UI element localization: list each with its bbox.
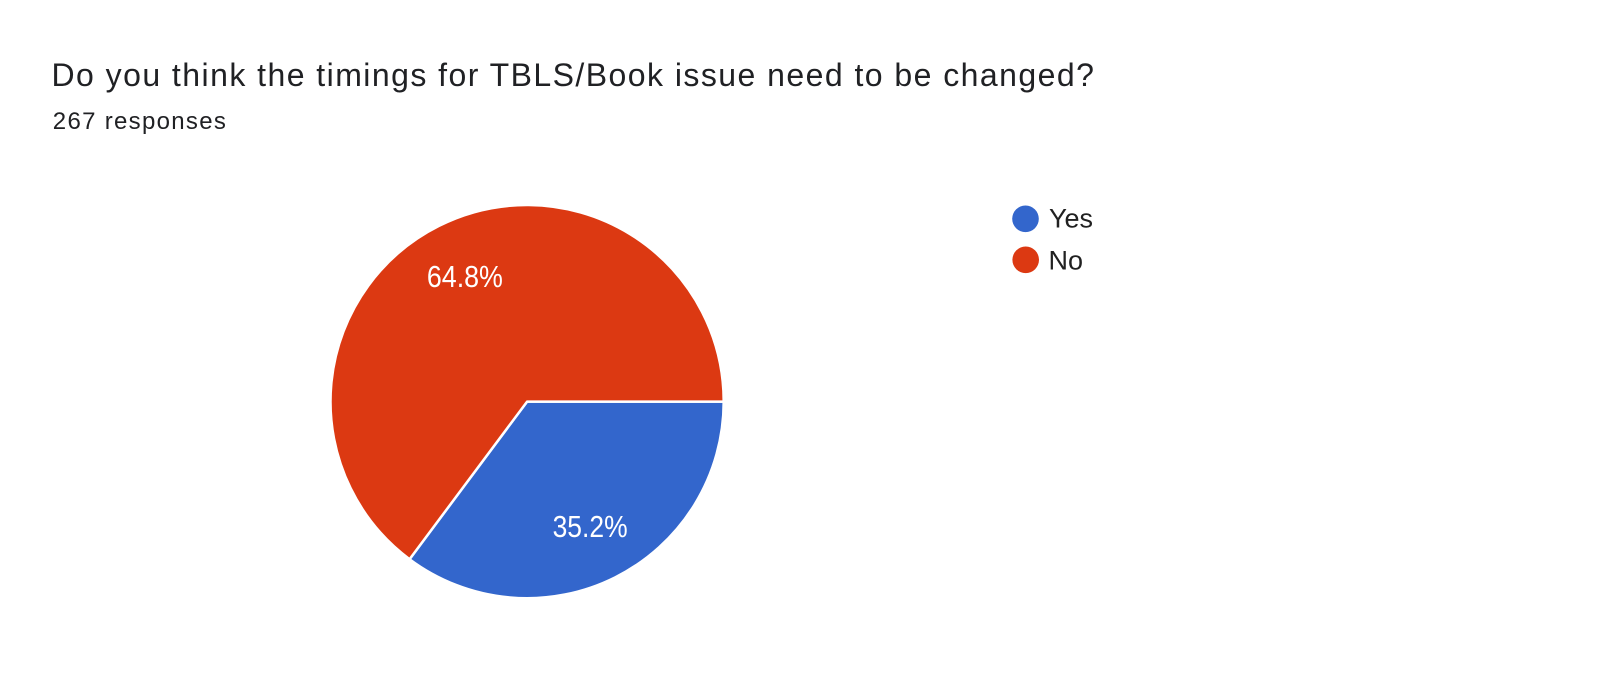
svg-text:No: No xyxy=(1049,245,1084,275)
svg-text:64.8%: 64.8% xyxy=(427,259,503,294)
svg-text:35.2%: 35.2% xyxy=(553,509,628,544)
svg-text:Yes: Yes xyxy=(1049,203,1093,233)
